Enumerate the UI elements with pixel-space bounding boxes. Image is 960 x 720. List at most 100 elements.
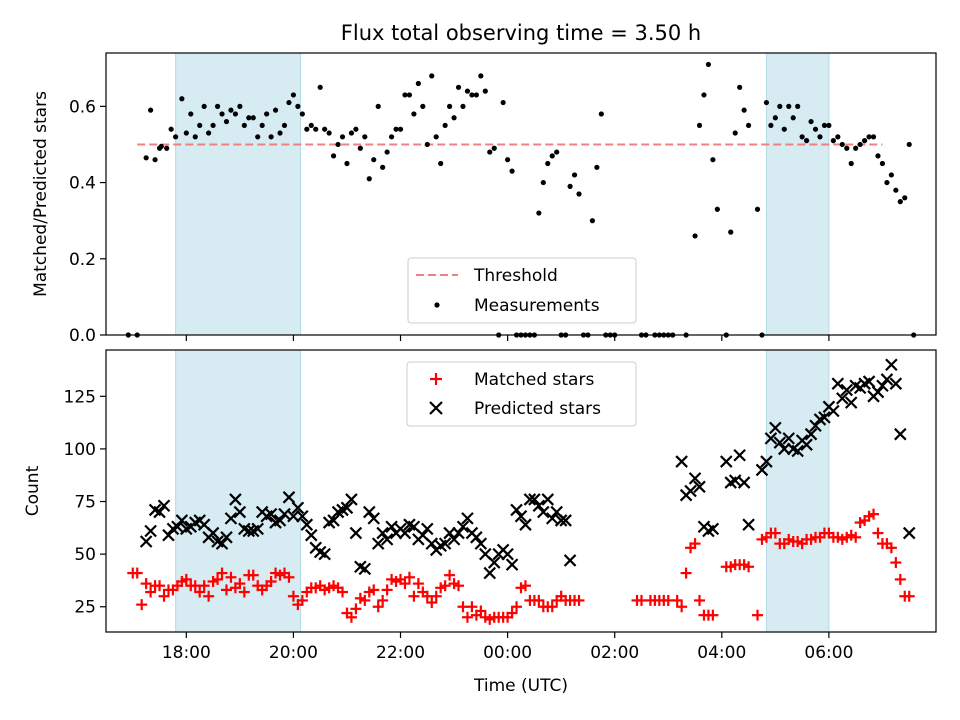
- measurement-point: [888, 172, 894, 178]
- measurement-point: [594, 164, 600, 170]
- measurement-point: [362, 134, 368, 140]
- matched-star-point: [894, 573, 906, 585]
- predicted-marker-b: [171, 520, 184, 534]
- predicted-star-point: [827, 404, 840, 418]
- predicted-star-point: [764, 432, 778, 445]
- measurement-point: [201, 103, 207, 109]
- y-tick-label: 75: [74, 493, 96, 513]
- predicted-marker-b: [876, 379, 889, 393]
- measurement-point: [875, 153, 881, 159]
- predicted-star-point: [876, 379, 889, 393]
- legend-measurements-swatch: [434, 302, 440, 308]
- predicted-marker-b: [514, 509, 528, 523]
- predicted-star-point: [304, 528, 318, 542]
- measurement-point: [183, 130, 189, 136]
- predicted-star-point: [224, 512, 238, 525]
- matched-star-point: [399, 578, 411, 590]
- top-legend: Threshold Measurements: [407, 257, 637, 324]
- predicted-marker-b: [318, 547, 331, 561]
- measurement-point: [571, 172, 578, 178]
- predicted-marker-b: [902, 526, 916, 540]
- matched-star-point: [850, 531, 862, 543]
- predicted-marker-b: [371, 537, 385, 550]
- measurement-point: [862, 138, 868, 144]
- predicted-marker-b: [238, 522, 251, 536]
- predicted-marker-b: [282, 491, 296, 504]
- predicted-marker-b: [778, 442, 791, 456]
- predicted-marker-b: [300, 518, 314, 531]
- predicted-marker-b: [519, 518, 532, 531]
- predicted-marker-b: [291, 501, 305, 515]
- predicted-marker-b: [804, 427, 818, 441]
- y-tick-label: 0.0: [69, 326, 96, 346]
- predicted-marker-b: [894, 427, 907, 441]
- measurement-point: [442, 122, 448, 129]
- matched-star-point: [265, 575, 277, 587]
- matched-star-point: [212, 573, 224, 585]
- predicted-marker-b: [153, 505, 166, 519]
- measurement-point: [839, 141, 845, 148]
- predicted-star-point: [800, 438, 813, 451]
- measurement-point: [714, 206, 720, 212]
- measurement-point: [406, 92, 413, 98]
- matched-star-point: [220, 584, 232, 596]
- predicted-star-point: [175, 514, 189, 527]
- measurement-point: [835, 134, 841, 140]
- matched-star-point: [461, 611, 473, 623]
- predicted-stars-points: [139, 358, 916, 580]
- predicted-star-point: [791, 444, 804, 458]
- predicted-star-point: [438, 537, 452, 550]
- predicted-marker-b: [470, 531, 483, 544]
- measurement-point: [830, 138, 836, 144]
- matched-star-point: [511, 601, 523, 613]
- predicted-star-point: [885, 358, 898, 372]
- matched-star-point: [743, 561, 755, 573]
- predicted-marker-b: [688, 472, 702, 485]
- predicted-star-point: [425, 537, 439, 550]
- measurement-point: [795, 103, 801, 109]
- measurement-point: [473, 92, 479, 98]
- measurement-point: [241, 122, 247, 129]
- measurement-point: [826, 122, 832, 129]
- predicted-marker-b: [684, 484, 697, 498]
- measurement-point: [705, 61, 712, 68]
- matched-star-point: [180, 573, 192, 585]
- measurement-point: [326, 130, 332, 136]
- measurement-point: [286, 99, 292, 106]
- predicted-marker-b: [769, 421, 782, 435]
- predicted-marker-b: [559, 514, 572, 527]
- measurement-point: [893, 187, 899, 193]
- measurement-point: [375, 103, 381, 109]
- predicted-star-point: [345, 493, 358, 506]
- measurement-point: [808, 118, 814, 125]
- measurement-point: [268, 134, 274, 140]
- predicted-marker-b: [479, 547, 492, 561]
- bottom-x-axis: 18:00 20:00 22:00 00:00 02:00 04:00 06:00: [162, 632, 853, 663]
- measurement-point: [857, 141, 863, 148]
- predicted-star-point: [456, 520, 470, 534]
- measurement-point: [460, 103, 466, 109]
- matched-star-point: [546, 601, 558, 613]
- predicted-star-point: [545, 512, 559, 525]
- measurement-point: [545, 160, 551, 167]
- bottom-y-axis: 25 50 75 100 125: [64, 387, 106, 618]
- measurement-point: [152, 157, 158, 163]
- predicted-star-point: [157, 499, 171, 513]
- predicted-star-point: [514, 509, 528, 523]
- matched-star-point: [671, 594, 683, 606]
- predicted-marker-b: [416, 528, 430, 542]
- predicted-marker-b: [773, 436, 787, 449]
- measurement-point: [299, 111, 305, 117]
- predicted-star-point: [782, 432, 796, 445]
- predicted-star-point: [818, 411, 831, 424]
- top-legend-box: [407, 257, 637, 324]
- predicted-star-point: [733, 448, 746, 462]
- predicted-star-point: [880, 373, 894, 386]
- legend-matched-swatch: [430, 373, 442, 385]
- measurement-point: [344, 160, 350, 167]
- predicted-marker-b: [550, 505, 563, 519]
- measurement-point: [438, 160, 444, 167]
- matched-star-point: [519, 580, 531, 592]
- y-tick-label: 125: [64, 387, 96, 407]
- measurement-point: [308, 122, 314, 129]
